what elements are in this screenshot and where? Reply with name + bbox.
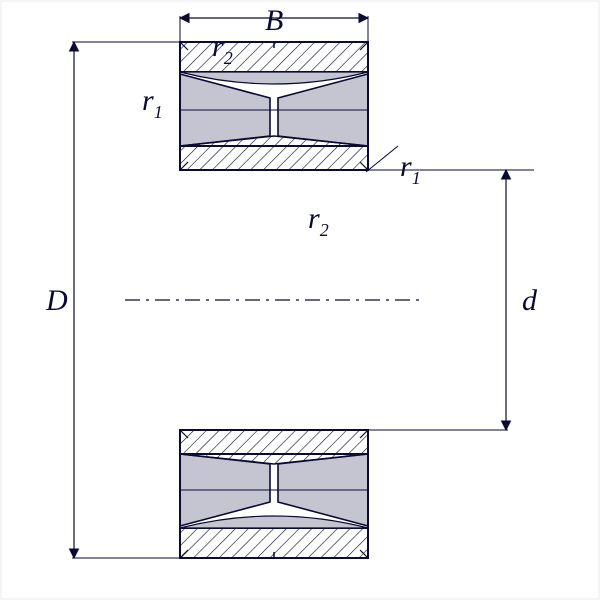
label-d-bore: d: [522, 284, 538, 317]
canvas-border: [1, 1, 599, 599]
label-b: B: [265, 4, 283, 37]
inner-race-bottom: [180, 430, 368, 454]
label-d-outer: D: [45, 284, 68, 317]
label-r1-top: r1: [142, 84, 163, 122]
label-r2-top: r2: [212, 30, 233, 68]
inner-race-top: [180, 146, 368, 170]
label-r2-mid: r2: [308, 202, 329, 240]
r1-leader: [366, 146, 398, 172]
label-r1-right: r1: [400, 150, 421, 188]
